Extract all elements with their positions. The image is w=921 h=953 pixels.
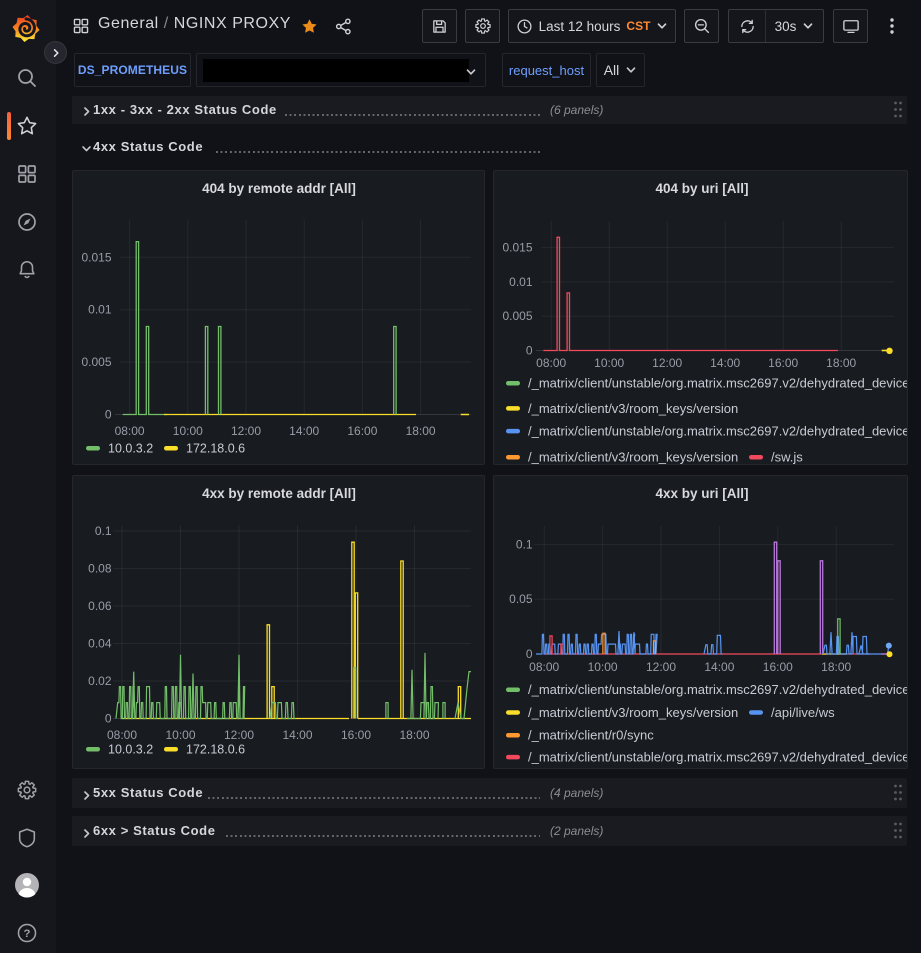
svg-text:10.0.3.2: 10.0.3.2 <box>108 743 153 757</box>
svg-text:0.01: 0.01 <box>509 275 533 289</box>
svg-text:10:00: 10:00 <box>173 424 203 438</box>
svg-text:10:00: 10:00 <box>594 356 624 370</box>
svg-text:/api/live/ws: /api/live/ws <box>771 705 835 720</box>
svg-text:172.18.0.6: 172.18.0.6 <box>186 442 245 456</box>
svg-text:16:00: 16:00 <box>341 728 371 742</box>
svg-text:4xx by remote addr [All]: 4xx by remote addr [All] <box>202 486 356 501</box>
svg-text:18:00: 18:00 <box>399 728 429 742</box>
svg-text:0.06: 0.06 <box>88 599 112 613</box>
svg-text:/_matrix/client/v3/room_keys/v: /_matrix/client/v3/room_keys/version <box>528 401 738 416</box>
svg-text:08:00: 08:00 <box>107 728 137 742</box>
svg-text:0.08: 0.08 <box>88 562 112 576</box>
svg-text:12:00: 12:00 <box>646 660 676 674</box>
svg-text:0.005: 0.005 <box>81 355 111 369</box>
svg-text:16:00: 16:00 <box>763 660 793 674</box>
svg-text:0.1: 0.1 <box>95 524 112 538</box>
svg-text:14:00: 14:00 <box>710 356 740 370</box>
svg-text:10:00: 10:00 <box>165 728 195 742</box>
svg-text:12:00: 12:00 <box>231 424 261 438</box>
svg-text:0.015: 0.015 <box>81 250 111 264</box>
svg-text:0: 0 <box>526 647 533 661</box>
svg-text:10.0.3.2: 10.0.3.2 <box>108 442 153 456</box>
svg-text:/_matrix/client/unstable/org.m: /_matrix/client/unstable/org.matrix.msc2… <box>528 682 908 697</box>
svg-text:/_matrix/client/v3/room_keys/v: /_matrix/client/v3/room_keys/version <box>528 705 738 720</box>
svg-text:0: 0 <box>105 712 112 726</box>
svg-text:0.015: 0.015 <box>502 241 532 255</box>
svg-text:08:00: 08:00 <box>536 356 566 370</box>
svg-text:0.01: 0.01 <box>88 303 112 317</box>
svg-text:18:00: 18:00 <box>826 356 856 370</box>
svg-text:10:00: 10:00 <box>588 660 618 674</box>
svg-text:0.1: 0.1 <box>516 537 533 551</box>
svg-text:16:00: 16:00 <box>347 424 377 438</box>
svg-text:/sw.js: /sw.js <box>771 450 803 465</box>
svg-text:18:00: 18:00 <box>821 660 851 674</box>
svg-text:404 by uri [All]: 404 by uri [All] <box>655 181 748 196</box>
svg-text:/_matrix/client/unstable/org.m: /_matrix/client/unstable/org.matrix.msc2… <box>528 376 908 391</box>
svg-text:14:00: 14:00 <box>282 728 312 742</box>
svg-text:08:00: 08:00 <box>529 660 559 674</box>
svg-text:0.02: 0.02 <box>88 674 112 688</box>
svg-text:4xx by uri [All]: 4xx by uri [All] <box>655 486 748 501</box>
svg-text:18:00: 18:00 <box>406 424 436 438</box>
svg-text:0.05: 0.05 <box>509 592 533 606</box>
svg-text:172.18.0.6: 172.18.0.6 <box>186 743 245 757</box>
svg-text:/_matrix/client/unstable/org.m: /_matrix/client/unstable/org.matrix.msc2… <box>528 424 908 439</box>
svg-text:404 by remote addr [All]: 404 by remote addr [All] <box>202 181 356 196</box>
svg-text:0.005: 0.005 <box>502 309 532 323</box>
svg-text:0: 0 <box>105 408 112 422</box>
svg-text:/_matrix/client/v3/room_keys/v: /_matrix/client/v3/room_keys/version <box>528 450 738 465</box>
svg-text:08:00: 08:00 <box>115 424 145 438</box>
svg-text:/_matrix/client/unstable/org.m: /_matrix/client/unstable/org.matrix.msc2… <box>528 750 908 765</box>
svg-text:0.04: 0.04 <box>88 637 112 651</box>
svg-text:14:00: 14:00 <box>289 424 319 438</box>
svg-text:0: 0 <box>526 344 533 358</box>
svg-text:/_matrix/client/r0/sync: /_matrix/client/r0/sync <box>528 728 654 743</box>
svg-text:?: ? <box>24 928 31 940</box>
svg-text:14:00: 14:00 <box>704 660 734 674</box>
svg-text:16:00: 16:00 <box>768 356 798 370</box>
svg-text:12:00: 12:00 <box>224 728 254 742</box>
svg-text:12:00: 12:00 <box>652 356 682 370</box>
